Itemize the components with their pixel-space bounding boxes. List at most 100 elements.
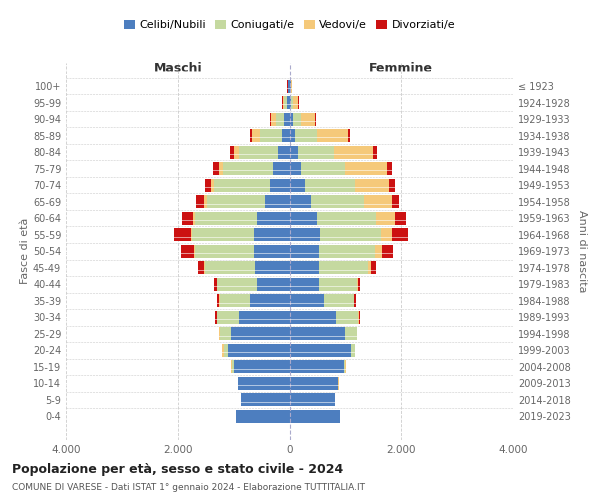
Bar xyxy=(290,377,338,390)
Bar xyxy=(231,328,290,340)
Bar xyxy=(314,112,316,126)
Bar xyxy=(317,212,376,224)
Bar xyxy=(233,360,290,374)
Bar xyxy=(182,212,193,224)
Bar xyxy=(336,311,358,324)
Bar xyxy=(389,178,395,192)
Bar xyxy=(355,178,389,192)
Bar xyxy=(254,245,290,258)
Bar xyxy=(260,129,282,142)
Bar xyxy=(290,328,346,340)
Bar xyxy=(348,129,350,142)
Bar xyxy=(387,162,392,175)
Bar xyxy=(232,360,233,374)
Bar xyxy=(357,278,358,290)
Bar xyxy=(298,146,334,158)
Bar xyxy=(193,212,195,224)
Bar xyxy=(223,344,224,357)
Bar xyxy=(351,344,355,357)
Bar xyxy=(284,112,290,126)
Bar xyxy=(275,112,284,126)
Bar xyxy=(364,196,392,208)
Bar xyxy=(250,294,290,307)
Y-axis label: Fasce di età: Fasce di età xyxy=(20,218,30,284)
Bar xyxy=(195,245,254,258)
Bar xyxy=(238,377,290,390)
Bar xyxy=(204,196,207,208)
Bar xyxy=(358,278,361,290)
Text: Femmine: Femmine xyxy=(369,62,433,74)
Bar xyxy=(217,311,239,324)
Bar xyxy=(239,311,290,324)
Bar xyxy=(213,162,218,175)
Text: COMUNE DI VARESE - Dati ISTAT 1° gennaio 2024 - Elaborazione TUTTITALIA.IT: COMUNE DI VARESE - Dati ISTAT 1° gennaio… xyxy=(12,484,365,492)
Bar xyxy=(290,245,319,258)
Bar xyxy=(289,80,290,92)
Bar xyxy=(271,112,275,126)
Bar xyxy=(217,294,220,307)
Bar xyxy=(355,294,356,307)
Bar xyxy=(282,129,290,142)
Bar xyxy=(220,294,250,307)
Text: Popolazione per età, sesso e stato civile - 2024: Popolazione per età, sesso e stato civil… xyxy=(12,462,343,475)
Bar xyxy=(375,245,382,258)
Bar xyxy=(195,212,257,224)
Bar xyxy=(344,360,346,374)
Bar xyxy=(207,196,265,208)
Bar xyxy=(295,129,317,142)
Bar xyxy=(196,196,204,208)
Bar xyxy=(181,245,194,258)
Bar xyxy=(290,311,336,324)
Bar xyxy=(199,262,204,274)
Bar xyxy=(254,228,290,241)
Bar xyxy=(270,178,290,192)
Bar xyxy=(293,112,301,126)
Bar xyxy=(334,146,373,158)
Bar xyxy=(290,278,319,290)
Bar xyxy=(305,178,355,192)
Bar xyxy=(224,344,228,357)
Y-axis label: Anni di nascita: Anni di nascita xyxy=(577,210,587,292)
Bar xyxy=(346,162,387,175)
Bar xyxy=(319,245,375,258)
Bar xyxy=(217,278,257,290)
Bar xyxy=(255,262,290,274)
Bar xyxy=(291,80,292,92)
Bar xyxy=(214,278,217,290)
Bar xyxy=(251,129,260,142)
Bar xyxy=(220,328,231,340)
Bar xyxy=(311,196,364,208)
Bar xyxy=(319,262,368,274)
Bar xyxy=(293,96,298,109)
Bar xyxy=(205,262,255,274)
Bar xyxy=(381,228,392,241)
Bar xyxy=(192,228,254,241)
Bar xyxy=(324,294,354,307)
Bar xyxy=(376,212,395,224)
Bar xyxy=(290,162,301,175)
Bar xyxy=(301,112,314,126)
Bar xyxy=(290,146,298,158)
Bar xyxy=(290,394,335,406)
Bar xyxy=(373,146,377,158)
Bar xyxy=(290,410,340,423)
Bar xyxy=(191,228,192,241)
Bar xyxy=(223,162,273,175)
Bar xyxy=(287,96,290,109)
Bar xyxy=(250,129,251,142)
Bar xyxy=(290,228,320,241)
Bar xyxy=(270,112,271,126)
Bar xyxy=(257,212,290,224)
Bar xyxy=(175,228,191,241)
Bar xyxy=(392,196,399,208)
Bar xyxy=(392,228,408,241)
Bar xyxy=(257,278,290,290)
Bar xyxy=(320,228,381,241)
Bar xyxy=(241,394,290,406)
Bar xyxy=(371,262,376,274)
Bar xyxy=(218,162,223,175)
Bar xyxy=(290,212,317,224)
Bar xyxy=(290,129,295,142)
Bar xyxy=(278,146,290,158)
Bar xyxy=(290,262,319,274)
